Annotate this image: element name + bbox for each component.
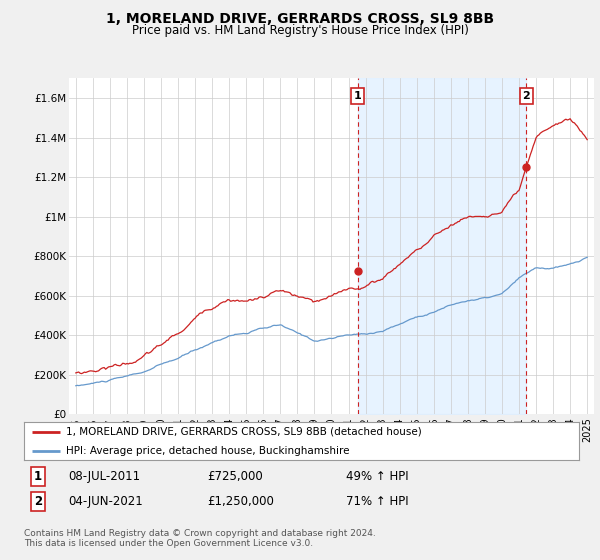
- Text: 1, MORELAND DRIVE, GERRARDS CROSS, SL9 8BB: 1, MORELAND DRIVE, GERRARDS CROSS, SL9 8…: [106, 12, 494, 26]
- Text: 08-JUL-2011: 08-JUL-2011: [68, 470, 140, 483]
- Text: Contains HM Land Registry data © Crown copyright and database right 2024.: Contains HM Land Registry data © Crown c…: [24, 529, 376, 538]
- Text: £725,000: £725,000: [207, 470, 263, 483]
- Text: 71% ↑ HPI: 71% ↑ HPI: [346, 495, 409, 508]
- Text: This data is licensed under the Open Government Licence v3.0.: This data is licensed under the Open Gov…: [24, 539, 313, 548]
- Text: 04-JUN-2021: 04-JUN-2021: [68, 495, 143, 508]
- Text: 2: 2: [522, 91, 530, 101]
- Text: £1,250,000: £1,250,000: [207, 495, 274, 508]
- Text: HPI: Average price, detached house, Buckinghamshire: HPI: Average price, detached house, Buck…: [65, 446, 349, 456]
- Text: 1: 1: [354, 91, 362, 101]
- Text: 2: 2: [34, 495, 42, 508]
- Text: 1: 1: [34, 470, 42, 483]
- Text: 49% ↑ HPI: 49% ↑ HPI: [346, 470, 409, 483]
- Text: Price paid vs. HM Land Registry's House Price Index (HPI): Price paid vs. HM Land Registry's House …: [131, 24, 469, 36]
- Text: 1, MORELAND DRIVE, GERRARDS CROSS, SL9 8BB (detached house): 1, MORELAND DRIVE, GERRARDS CROSS, SL9 8…: [65, 427, 421, 437]
